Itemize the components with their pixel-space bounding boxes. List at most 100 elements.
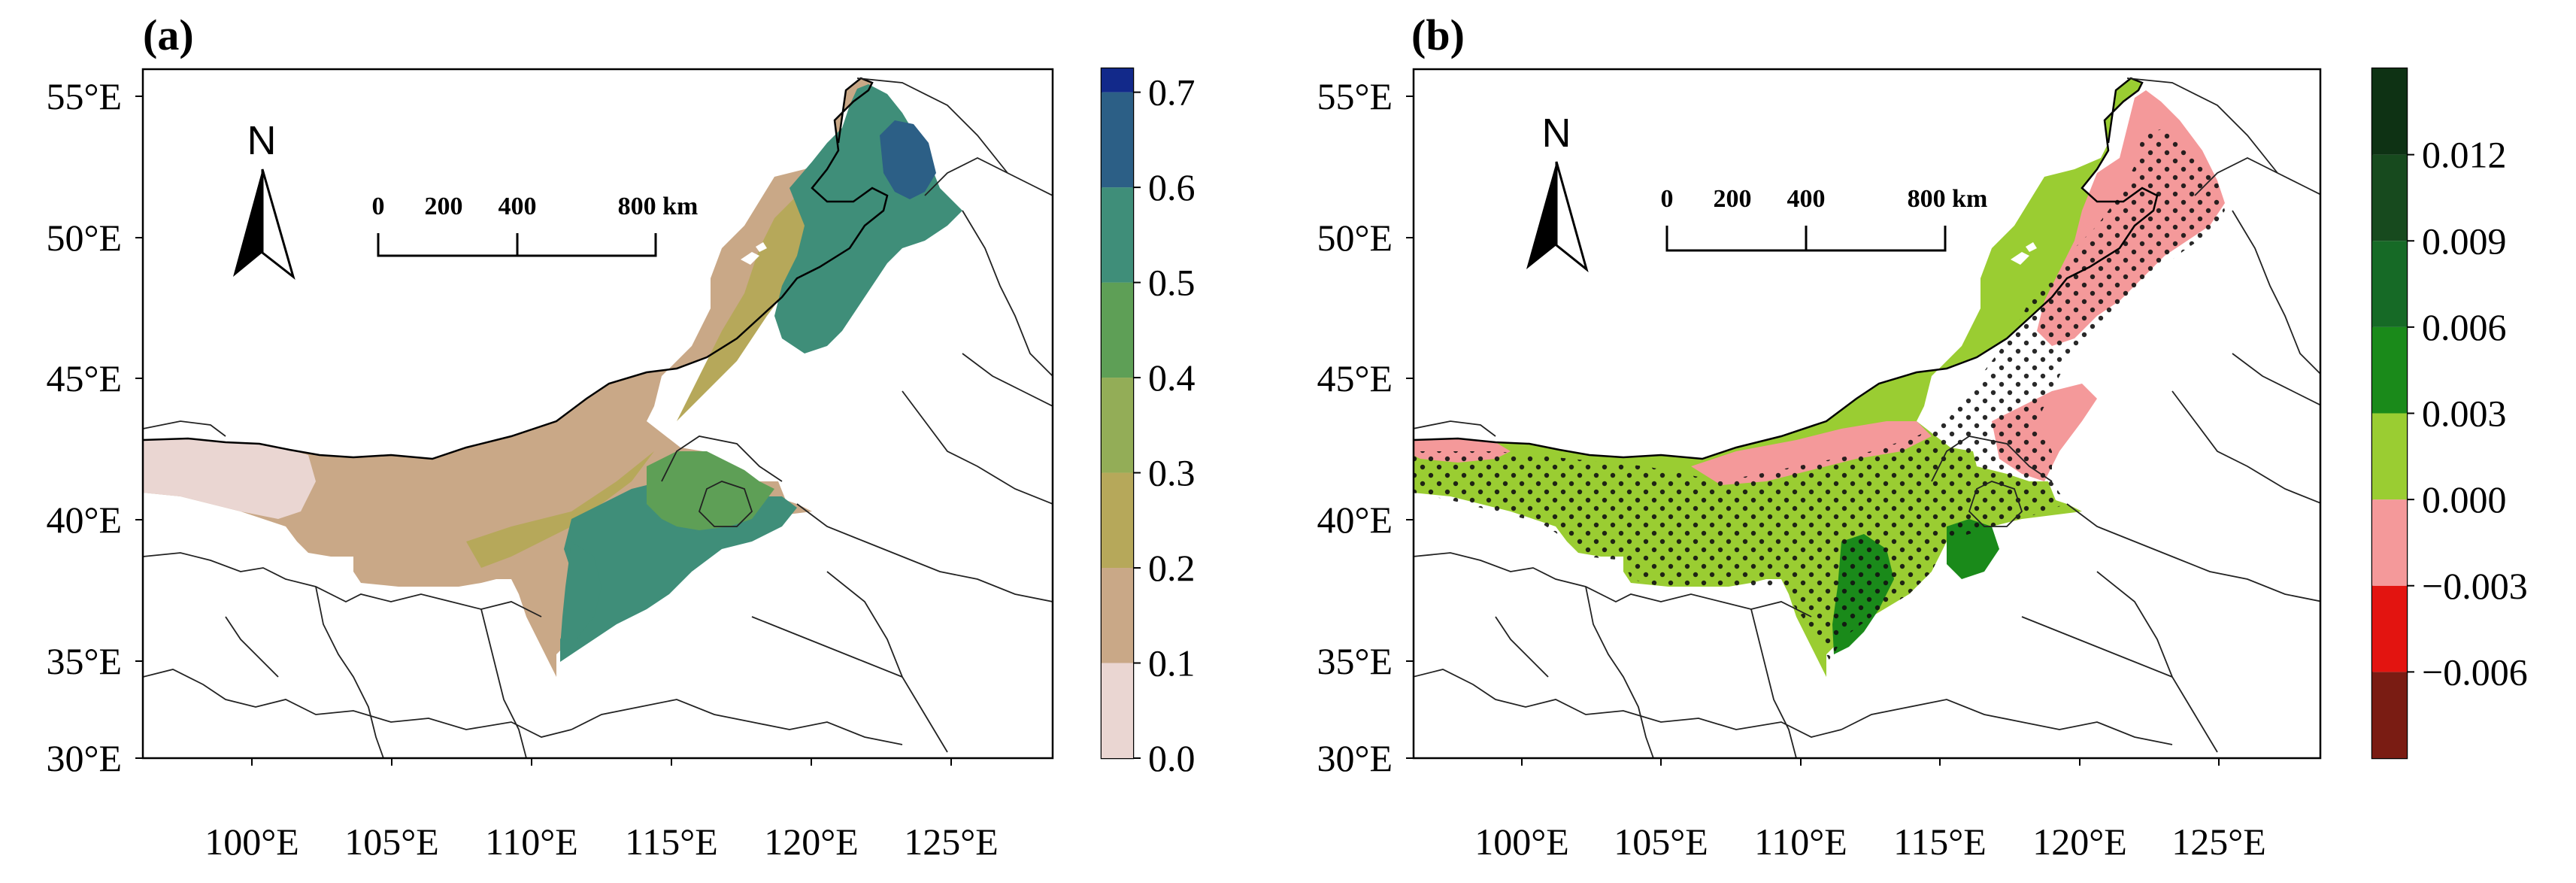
scale-bar-line — [377, 233, 657, 257]
colorbar-segment — [2372, 154, 2407, 241]
scale-bar-label: 400 — [499, 193, 537, 220]
panel-a-xtick-label: 125°E — [904, 821, 999, 863]
panel-b-ytick-label: 50°E — [1317, 217, 1393, 259]
panel-a-scale-bar: 0 200 400 800 km — [372, 193, 698, 257]
panel-a-xtick-label: 100°E — [205, 821, 299, 863]
panel-a: (a) — [46, 11, 1195, 863]
panel-a-lake-2 — [756, 242, 767, 252]
colorbar-tick-label: 0.5 — [1148, 262, 1196, 304]
colorbar-tick-label: 0.0 — [1148, 737, 1196, 779]
colorbar-segment — [1102, 187, 1133, 283]
panel-b-x-axis: 100°E 105°E 110°E 115°E 120°E 125°E — [1474, 758, 2266, 863]
panel-b-label: (b) — [1411, 11, 1465, 59]
panel-a-xtick-label: 115°E — [625, 821, 718, 863]
panel-b-region-pink-central — [1691, 421, 1932, 485]
panel-a-colorbar: 0.0 0.1 0.2 0.3 0.4 0.5 0.6 0.7 — [1100, 67, 1196, 779]
panel-a-colorbar-ticks: 0.0 0.1 0.2 0.3 0.4 0.5 0.6 0.7 — [1133, 71, 1196, 779]
panel-a-region — [143, 78, 962, 677]
colorbar-segment — [2372, 672, 2407, 758]
colorbar-tick-label: 0.012 — [2422, 134, 2507, 176]
colorbar-tick-label: 0.3 — [1148, 452, 1196, 494]
colorbar-segment — [1102, 568, 1133, 663]
panel-a-axes-frame — [141, 68, 1054, 760]
panel-b-stippling — [1414, 128, 2225, 662]
panel-a-map — [143, 69, 1053, 758]
colorbar-tick-label: 0.6 — [1148, 166, 1196, 208]
colorbar-segment — [1102, 282, 1133, 378]
colorbar-segment — [2372, 499, 2407, 586]
panel-b-xtick-label: 100°E — [1474, 821, 1569, 863]
panel-a-ytick-label: 35°E — [46, 640, 122, 682]
panel-a-label: (a) — [143, 11, 194, 59]
colorbar-tick-label: 0.7 — [1148, 71, 1196, 114]
panel-a-ytick-label: 50°E — [46, 217, 122, 259]
north-arrow-icon — [233, 169, 262, 277]
scale-bar-label: 200 — [1714, 185, 1752, 213]
panel-b-xtick-label: 110°E — [1754, 821, 1847, 863]
panel-b-ytick-label: 55°E — [1317, 75, 1393, 117]
colorbar-segment — [2372, 326, 2407, 414]
panel-a-north-label: N — [247, 118, 277, 163]
colorbar-segment — [2372, 413, 2407, 500]
panel-b-colorbar: −0.006 −0.003 0.000 0.003 0.006 0.009 0.012 — [2371, 67, 2528, 760]
panel-b: (b) — [1317, 11, 2527, 863]
north-arrow-icon — [1526, 162, 1556, 269]
colorbar-tick-label: 0.4 — [1148, 357, 1196, 399]
panel-b-region — [1414, 78, 2225, 677]
colorbar-tick-label: 0.1 — [1148, 642, 1196, 684]
panel-b-map — [1414, 69, 2320, 758]
panel-b-axes-frame — [1412, 68, 2322, 760]
panel-a-region-outline — [143, 77, 889, 460]
panel-a-xtick-label: 105°E — [344, 821, 439, 863]
colorbar-tick-label: 0.006 — [2422, 306, 2507, 348]
scale-bar-label: 400 — [1787, 185, 1826, 213]
panel-a-xtick-label: 120°E — [764, 821, 859, 863]
panel-b-y-axis: 55°E 50°E 45°E 40°E 35°E 30°E — [1317, 75, 1414, 779]
panel-b-ytick-label: 35°E — [1317, 640, 1393, 682]
colorbar-tick-label: −0.006 — [2422, 651, 2528, 693]
panel-b-xtick-label: 115°E — [1893, 821, 1987, 863]
panel-b-xtick-label: 120°E — [2032, 821, 2127, 863]
scale-bar-label: 800 km — [1908, 185, 1988, 213]
colorbar-segment — [2372, 585, 2407, 672]
scale-bar-label: 200 — [425, 193, 463, 220]
panel-a-admin-lines — [143, 77, 1053, 758]
panel-a-region-east — [647, 451, 774, 530]
colorbar-tick-label: −0.003 — [2422, 565, 2528, 607]
panel-b-ytick-label: 45°E — [1317, 357, 1393, 399]
scale-bar-label: 0 — [1661, 185, 1674, 213]
panel-b-region-outline — [1414, 77, 2159, 460]
panel-a-ytick-label: 55°E — [46, 75, 122, 117]
panel-a-region-ne — [880, 120, 936, 199]
panel-b-north-label: N — [1542, 111, 1571, 156]
panel-a-xtick-label: 110°E — [485, 821, 578, 863]
panel-a-y-axis: 55°E 50°E 45°E 40°E 35°E 30°E — [46, 75, 143, 779]
panel-a-ytick-label: 45°E — [46, 357, 122, 399]
panel-a-colorbar-segments — [1102, 68, 1133, 758]
panel-b-admin-lines — [1414, 77, 2320, 758]
panel-a-ytick-label: 30°E — [46, 737, 122, 779]
panel-a-lake — [741, 252, 759, 265]
panel-b-xtick-label: 105°E — [1614, 821, 1708, 863]
colorbar-tick-label: 0.2 — [1148, 547, 1196, 589]
colorbar-segment — [2372, 241, 2407, 327]
colorbar-segment — [1102, 92, 1133, 188]
panel-b-north-arrow: N — [1526, 111, 1589, 273]
panel-b-ytick-label: 30°E — [1317, 737, 1393, 779]
scale-bar-label: 0 — [372, 193, 385, 220]
panel-a-region-sw — [560, 542, 602, 654]
panel-a-north-arrow: N — [233, 118, 295, 281]
panel-b-colorbar-ticks: −0.006 −0.003 0.000 0.003 0.006 0.009 0.012 — [2407, 134, 2528, 693]
colorbar-tick-label: 0.000 — [2422, 478, 2507, 520]
colorbar-segment — [1102, 663, 1133, 758]
scale-bar-line — [1665, 226, 1947, 252]
panel-a-x-axis: 100°E 105°E 110°E 115°E 120°E 125°E — [205, 758, 999, 863]
panel-b-xtick-label: 125°E — [2171, 821, 2266, 863]
panel-b-colorbar-segments — [2372, 68, 2407, 758]
colorbar-segment — [1102, 68, 1133, 93]
colorbar-segment — [1102, 378, 1133, 473]
panel-b-scale-bar: 0 200 400 800 km — [1661, 185, 1988, 252]
colorbar-tick-label: 0.003 — [2422, 393, 2507, 435]
north-arrow-icon-outline — [1555, 161, 1589, 273]
